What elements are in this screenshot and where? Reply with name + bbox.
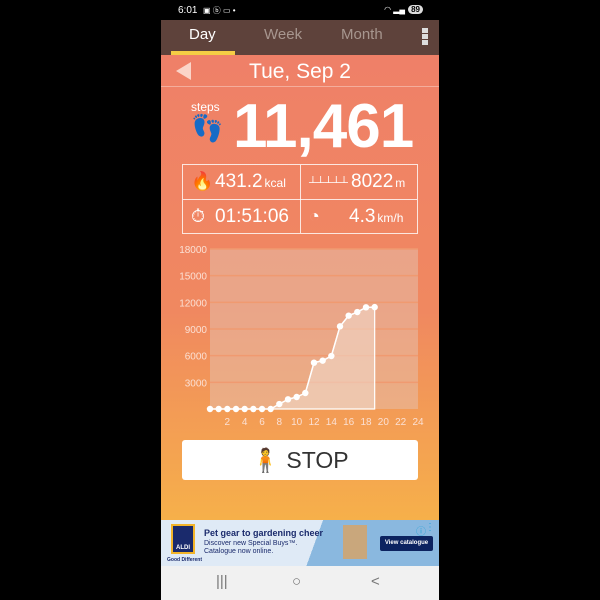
catalogue-image — [343, 525, 367, 559]
data-point — [250, 405, 257, 413]
x-tick-label: 20 — [378, 417, 390, 428]
speedometer-icon: ◔ — [309, 206, 320, 226]
data-point — [293, 393, 300, 401]
steps-count: 11,461 — [233, 92, 414, 161]
person-icon: 🧍 — [251, 447, 281, 473]
status-bar: 6:01 ▣ ⓑ ▭ • ◠ ▂▄ 89 — [161, 0, 439, 20]
data-point — [232, 405, 240, 413]
x-tick-label: 6 — [259, 417, 265, 428]
data-point — [206, 405, 214, 413]
home-button[interactable]: ○ — [292, 573, 302, 590]
ad-banner[interactable]: ALDI Good Different Pet gear to gardenin… — [161, 520, 439, 566]
x-tick-label: 10 — [291, 417, 303, 428]
overflow-menu-icon[interactable] — [422, 28, 428, 46]
calories-stat: 🔥 431.2 kcal — [183, 165, 301, 200]
notification-icons: ▣ ⓑ ▭ • — [203, 6, 236, 15]
duration-value: 01:51:06 — [215, 206, 289, 227]
duration-stat: ⏱ 01:51:06 — [183, 200, 301, 235]
aldi-logo: ALDI — [171, 524, 195, 554]
x-tick-label: 24 — [412, 417, 424, 428]
stop-label: STOP — [286, 447, 349, 473]
phone-screen: 6:01 ▣ ⓑ ▭ • ◠ ▂▄ 89 Day Week Month Tue, … — [161, 0, 439, 600]
stopwatch-icon: ⏱ — [191, 206, 206, 226]
ad-subtitle: Discover new Special Buys™. Catalogue no… — [204, 540, 298, 555]
distance-stat: ┴┴┴┴┴ 8022 m — [301, 165, 419, 200]
data-point — [371, 303, 378, 311]
data-point — [328, 352, 335, 360]
data-point — [267, 405, 274, 413]
data-point — [362, 304, 370, 311]
speed-stat: ◔ 4.3 km/h — [301, 200, 419, 235]
stats-grid: 🔥 431.2 kcal ┴┴┴┴┴ 8022 m ⏱ 01:51:06 ◔ 4.3… — [182, 164, 418, 234]
data-point — [224, 405, 231, 413]
back-button[interactable]: < — [371, 573, 380, 590]
x-tick-label: 4 — [242, 417, 248, 428]
steps-label: steps — [191, 100, 220, 114]
ad-menu-icon[interactable]: ⋮ — [425, 522, 435, 533]
data-point — [276, 400, 283, 408]
data-point — [258, 405, 266, 413]
recents-button[interactable]: ||| — [216, 573, 228, 590]
previous-day-icon[interactable] — [176, 62, 191, 80]
y-tick-label: 3000 — [185, 378, 208, 389]
tab-month[interactable]: Month — [341, 26, 383, 43]
y-tick-label: 6000 — [185, 352, 208, 363]
data-point — [241, 405, 248, 413]
ad-tagline: Good Different — [167, 557, 202, 563]
y-tick-label: 9000 — [185, 325, 208, 336]
y-tick-label: 12000 — [179, 298, 207, 309]
x-tick-label: 16 — [343, 417, 355, 428]
stop-button[interactable]: 🧍 STOP — [182, 440, 418, 480]
calories-value: 431.2 — [215, 171, 263, 192]
speed-value: 4.3 — [349, 206, 376, 227]
data-point — [215, 405, 222, 413]
status-time: 6:01 — [178, 5, 198, 16]
data-point — [310, 359, 318, 366]
footprints-icon: 👣 — [191, 113, 224, 143]
calories-unit: kcal — [264, 176, 286, 190]
date-header: Tue, Sep 2 — [161, 55, 439, 87]
distance-unit: m — [395, 176, 406, 190]
system-nav-bar: ||| ○ < — [161, 566, 439, 600]
tab-day[interactable]: Day — [189, 26, 216, 43]
tab-indicator — [171, 51, 235, 55]
x-tick-label: 8 — [277, 417, 283, 428]
view-catalogue-button[interactable]: View catalogue — [380, 536, 433, 551]
tab-bar: Day Week Month — [161, 20, 439, 55]
y-tick-label: 15000 — [179, 272, 207, 283]
data-point — [319, 357, 326, 364]
ruler-icon: ┴┴┴┴┴ — [309, 177, 348, 189]
wifi-icon: ◠ ▂▄ — [384, 5, 406, 14]
data-point — [345, 312, 352, 319]
tab-week[interactable]: Week — [264, 26, 303, 43]
data-point — [336, 323, 344, 330]
fire-icon: 🔥 — [191, 171, 214, 191]
x-tick-label: 18 — [360, 417, 372, 428]
y-tick-label: 18000 — [179, 245, 207, 256]
ad-info-icon[interactable]: ⓘ — [416, 527, 426, 538]
data-point — [284, 396, 292, 403]
x-tick-label: 14 — [326, 417, 338, 428]
main-content: Tue, Sep 2 steps 👣 11,461 🔥 431.2 kcal ┴┴… — [161, 55, 439, 520]
speed-unit: km/h — [377, 211, 404, 225]
x-tick-label: 2 — [225, 417, 231, 428]
ad-title: Pet gear to gardening cheer — [204, 528, 324, 538]
date-title: Tue, Sep 2 — [249, 60, 351, 83]
data-point — [354, 308, 361, 316]
distance-value: 8022 — [351, 171, 394, 192]
data-point — [302, 389, 309, 397]
x-tick-label: 22 — [395, 417, 407, 428]
x-tick-label: 12 — [308, 417, 320, 428]
battery-indicator: 89 — [408, 5, 423, 14]
